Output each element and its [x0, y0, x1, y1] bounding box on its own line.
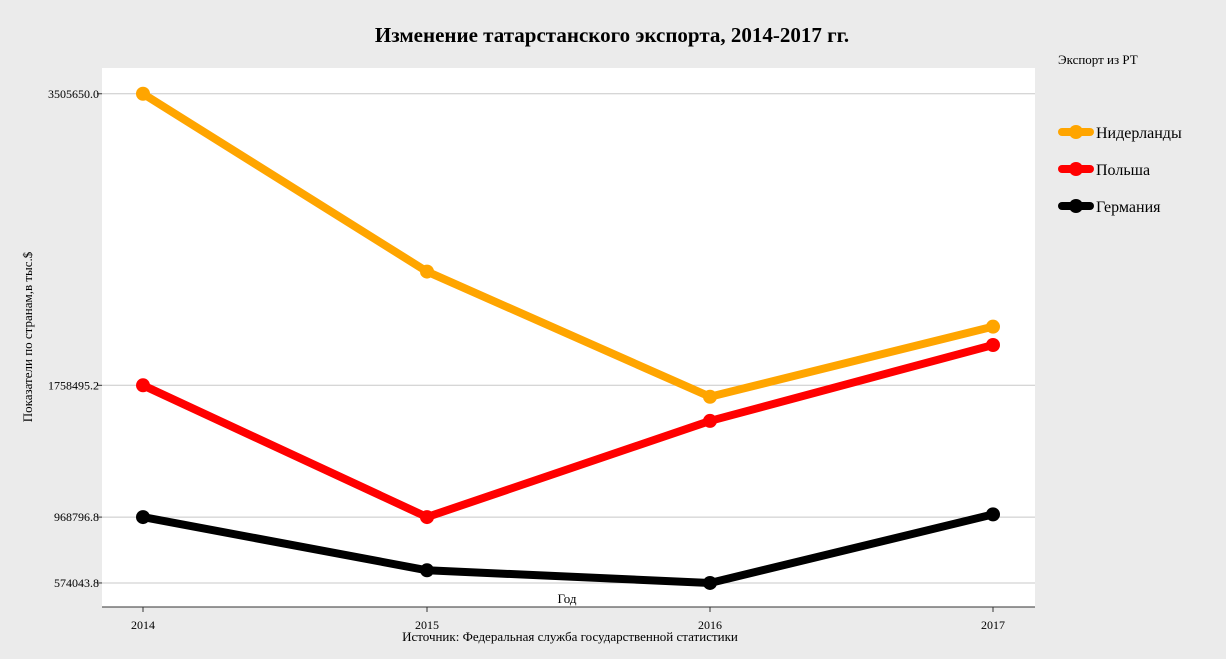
- chart-title: Изменение татарстанского экспорта, 2014-…: [375, 23, 849, 47]
- data-point: [136, 378, 150, 393]
- legend: Нидерланды Польша Германия: [1058, 125, 1182, 216]
- data-point: [703, 575, 717, 590]
- x-tick-label: 2017: [981, 618, 1005, 632]
- data-point: [420, 264, 434, 279]
- data-point: [136, 86, 150, 101]
- y-tick-label: 574043.8: [54, 576, 99, 590]
- series-line: [139, 89, 997, 401]
- y-axis-label: Показатели по странам,в тыс.$: [20, 251, 35, 422]
- x-axis-label: Год: [557, 591, 576, 606]
- x-tick-label: 2014: [131, 618, 155, 632]
- axes: 574043.8 968796.8 1758495.2 3505650.0 2014 20…: [48, 87, 1035, 632]
- y-tick-label: 1758495.2: [48, 378, 99, 392]
- series-line: [139, 510, 997, 587]
- grid: [102, 93, 1035, 584]
- series-layer: [136, 86, 1000, 590]
- legend-title: Экспорт из РТ: [1058, 52, 1138, 67]
- data-point: [986, 338, 1000, 353]
- data-point: [986, 319, 1000, 334]
- x-tick-label: 2015: [415, 618, 439, 632]
- legend-swatch-marker: [1069, 125, 1083, 139]
- data-point: [420, 563, 434, 578]
- legend-swatch-marker: [1069, 162, 1083, 176]
- data-point: [703, 389, 717, 404]
- caption: Источник: Федеральная служба государстве…: [402, 629, 738, 644]
- y-tick-label: 3505650.0: [48, 87, 99, 101]
- x-tick-label: 2016: [698, 618, 722, 632]
- legend-label: Нидерланды: [1096, 125, 1182, 142]
- data-point: [136, 510, 150, 525]
- legend-label: Польша: [1096, 162, 1150, 179]
- data-point: [986, 507, 1000, 522]
- y-tick-label: 968796.8: [54, 510, 99, 524]
- data-point: [420, 510, 434, 525]
- data-point: [703, 413, 717, 428]
- legend-swatch-marker: [1069, 199, 1083, 213]
- series-line: [139, 341, 997, 522]
- legend-label: Германия: [1096, 199, 1161, 216]
